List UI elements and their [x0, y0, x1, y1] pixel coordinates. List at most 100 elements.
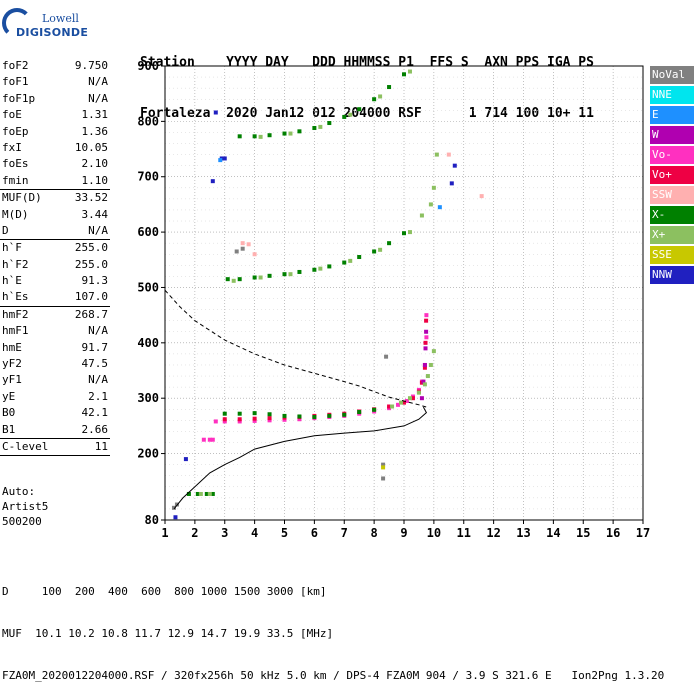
y-tick-label: 900: [137, 59, 159, 73]
logo-brand: Lowell: [42, 12, 79, 25]
param-label: D: [2, 223, 9, 237]
param-label: C-level: [2, 439, 49, 453]
x-tick-label: 15: [576, 526, 590, 540]
param-value: 1.10: [81, 173, 109, 187]
echo-point: [207, 437, 212, 442]
echo-point: [381, 465, 386, 470]
param-row: h`E 91.3: [0, 273, 110, 289]
param-value: 42.1: [81, 406, 109, 420]
param-value: 2.1: [88, 389, 108, 403]
echo-point: [390, 404, 395, 409]
param-row: yF2 47.5: [0, 356, 110, 372]
echo-point: [387, 404, 392, 409]
echo-point: [252, 418, 257, 423]
echo-point: [213, 419, 218, 424]
echo-point: [186, 491, 191, 496]
echo-point: [446, 152, 451, 157]
echo-point: [252, 275, 257, 280]
echo-point: [297, 269, 302, 274]
param-value: 11: [94, 439, 108, 453]
echo-point: [423, 346, 428, 351]
x-tick-label: 12: [486, 526, 500, 540]
digisonde-logo: Lowell DIGISONDE: [2, 8, 88, 44]
echo-point: [318, 124, 323, 129]
echo-point: [422, 362, 427, 367]
param-value: 2.66: [81, 422, 109, 436]
echo-point: [237, 134, 242, 139]
echo-point: [222, 419, 227, 424]
echo-point: [384, 354, 389, 359]
autoscaling-info: Auto: Artist5 500200: [2, 484, 48, 529]
auto-artist-version: Artist5: [2, 500, 49, 513]
param-value: 2.10: [81, 157, 109, 171]
plot-frame: [164, 65, 644, 521]
param-label: hmF1: [2, 324, 29, 338]
echo-point: [479, 194, 484, 199]
param-row: foEp 1.36: [0, 124, 110, 140]
echo-point: [267, 273, 272, 278]
x-tick-label: 7: [341, 526, 348, 540]
echo-point: [419, 396, 424, 401]
param-value: 10.05: [74, 140, 108, 154]
echo-point: [348, 112, 353, 117]
echo-point: [421, 379, 426, 384]
param-label: foEp: [2, 124, 29, 138]
param-row: B0 42.1: [0, 405, 110, 421]
param-value: 91.7: [81, 340, 109, 354]
param-label: fxI: [2, 140, 22, 154]
param-label: h`F: [2, 241, 22, 255]
echo-point: [258, 275, 263, 280]
echo-point: [173, 515, 178, 520]
profile-curve-solid: [173, 406, 428, 510]
echo-point: [297, 129, 302, 134]
y-tick-label: 300: [137, 391, 159, 405]
echo-point: [407, 396, 412, 401]
echo-point: [372, 97, 377, 102]
footer-file-info: FZA0M_2020012204000.RSF / 320fx256h 50 k…: [2, 669, 665, 682]
echo-point: [222, 411, 227, 416]
echo-point: [396, 402, 401, 407]
echo-point: [201, 437, 206, 442]
ionospheric-parameters-panel: foF2 9.750 foF1 N/A foF1p N/A foE 1.31 foEp 1.36 f…: [0, 58, 110, 457]
echo-point: [207, 491, 212, 496]
param-label: h`E: [2, 274, 22, 288]
echo-point: [410, 396, 415, 401]
x-tick-label: 2: [191, 526, 198, 540]
echo-point: [419, 213, 424, 218]
param-row: MUF(D) 33.52: [0, 190, 110, 206]
echo-point: [342, 114, 347, 119]
auto-label: Auto:: [2, 485, 36, 498]
echo-point: [258, 134, 263, 139]
legend-item-noval: NoVal: [650, 66, 694, 84]
legend-item-w: W: [650, 126, 694, 144]
echo-point: [210, 437, 215, 442]
footer-distance-row: D 100 200 400 600 800 1000 1500 3000 [km…: [2, 585, 327, 598]
echo-point: [402, 231, 406, 236]
y-tick-label: 500: [137, 280, 159, 294]
param-row: h`F 255.0: [0, 240, 110, 256]
echo-point: [424, 313, 429, 318]
param-label: foF1: [2, 75, 29, 89]
y-tick-label: 700: [137, 170, 159, 184]
echo-point: [237, 411, 242, 416]
param-separator: [0, 239, 110, 241]
param-row: hmE 91.7: [0, 340, 110, 356]
param-row: B1 2.66: [0, 422, 110, 438]
echo-point: [225, 277, 230, 282]
param-value: 91.3: [81, 274, 109, 288]
param-separator: [0, 455, 110, 457]
echo-point: [387, 241, 392, 246]
echo-point: [372, 249, 377, 254]
echo-point: [424, 335, 429, 340]
echo-point: [210, 179, 215, 184]
echo-point: [252, 134, 257, 139]
echo-point: [282, 272, 287, 277]
echo-point: [357, 107, 362, 112]
param-value: 3.44: [81, 207, 109, 221]
echo-point: [282, 413, 287, 418]
echo-point: [422, 382, 427, 387]
legend-item-sse: SSE: [650, 246, 694, 264]
legend-item-x-minus: X-: [650, 206, 694, 224]
param-row: hmF2 268.7: [0, 307, 110, 323]
x-tick-label: 14: [546, 526, 560, 540]
